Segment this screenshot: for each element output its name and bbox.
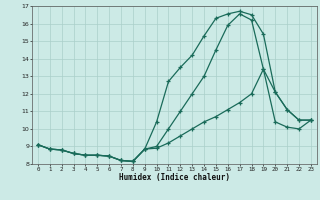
X-axis label: Humidex (Indice chaleur): Humidex (Indice chaleur) <box>119 173 230 182</box>
